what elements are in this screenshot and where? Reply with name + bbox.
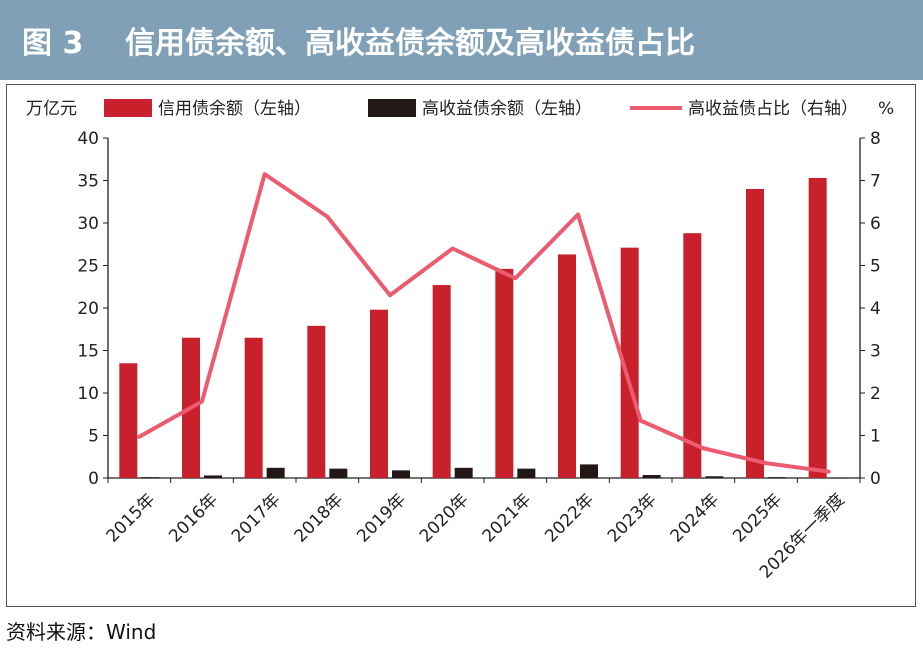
high-yield-share-point	[200, 400, 204, 403]
x-axis-category-label: 2015年	[103, 490, 160, 547]
credit-bond-bar	[683, 233, 702, 478]
credit-bond-bar	[307, 325, 326, 478]
left-axis-tick-label: 30	[77, 214, 99, 234]
high-yield-share-point	[639, 419, 643, 423]
right-axis-tick-label: 3	[870, 342, 881, 362]
x-axis-category-label: 2024年	[667, 490, 724, 547]
credit-bond-bar	[558, 254, 576, 478]
right-axis-tick-label: 2	[870, 384, 881, 404]
high-yield-bar	[141, 477, 160, 479]
high-yield-share-point	[263, 172, 267, 176]
high-yield-bar	[830, 477, 849, 479]
high-yield-share-line	[137, 172, 831, 474]
x-axis-category-label: 2019年	[353, 490, 410, 547]
high-yield-share-point	[451, 247, 455, 250]
x-axis-category-label: 2025年	[729, 490, 786, 547]
right-axis-tick-label: 6	[870, 214, 881, 234]
right-axis-unit: %	[878, 99, 894, 119]
high-yield-bar	[642, 475, 661, 478]
x-axis-category-label: 2018年	[291, 490, 348, 547]
credit-bond-bar	[808, 177, 827, 478]
figure-title: 信用债余额、高收益债余额及高收益债占比	[125, 26, 695, 61]
high-yield-bar	[392, 470, 410, 478]
high-yield-bar	[705, 476, 724, 478]
x-axis-category-label: 2016年	[165, 490, 222, 547]
credit-bond-bar	[244, 337, 263, 478]
left-axis-tick-label: 0	[88, 469, 99, 489]
x-axis-category-label: 2023年	[604, 490, 661, 547]
high-yield-share-point	[701, 446, 705, 450]
credit-bond-bar	[432, 285, 451, 478]
high-yield-share-point	[576, 213, 580, 216]
credit-bond-bar	[746, 189, 764, 478]
left-axis-tick-label: 15	[77, 342, 99, 362]
x-axis-category-label: 2021年	[479, 490, 536, 547]
high-yield-bar	[580, 464, 598, 478]
x-axis-category-label: 2017年	[228, 490, 285, 547]
legend-label-high-yield: 高收益债余额（左轴）	[422, 99, 592, 119]
x-axis-category-label: 2022年	[541, 490, 598, 547]
high-yield-bar	[768, 477, 786, 479]
high-yield-bar	[329, 468, 348, 478]
credit-bond-bar	[119, 363, 138, 478]
credit-bond-bar	[370, 309, 388, 478]
legend-label-share: 高收益债占比（右轴）	[688, 99, 858, 119]
credit-bond-bar	[495, 268, 514, 478]
right-axis-tick-label: 4	[870, 299, 881, 319]
figure-label: 图 3	[22, 26, 84, 61]
legend-swatch-credit	[104, 99, 152, 117]
right-axis-tick-label: 8	[870, 129, 881, 149]
left-axis-tick-label: 20	[77, 299, 99, 319]
credit-bond-bar	[620, 247, 639, 478]
high-yield-share-point	[513, 276, 517, 280]
source-note: 资料来源：Wind	[6, 620, 157, 644]
high-yield-share-point	[137, 435, 141, 439]
x-axis-category-label: 2020年	[416, 490, 473, 547]
high-yield-share-point	[325, 215, 329, 219]
high-yield-bar	[204, 475, 222, 478]
high-yield-bar	[454, 467, 473, 478]
legend-swatch-high-yield	[368, 99, 416, 117]
figure-header: 图 3 信用债余额、高收益债余额及高收益债占比	[0, 0, 923, 80]
high-yield-share-point	[764, 461, 768, 465]
left-axis-unit: 万亿元	[26, 99, 77, 119]
left-axis-tick-label: 10	[77, 384, 99, 404]
right-axis-tick-label: 7	[870, 172, 881, 192]
chart-panel	[6, 84, 916, 607]
legend-label-credit: 信用债余额（左轴）	[158, 99, 311, 119]
right-axis-tick-label: 1	[870, 427, 881, 447]
left-axis-tick-label: 25	[77, 257, 99, 277]
left-axis-tick-label: 40	[77, 129, 99, 149]
high-yield-share-point	[827, 470, 831, 474]
high-yield-bar	[266, 467, 285, 478]
left-axis-tick-label: 35	[77, 172, 99, 192]
right-axis-tick-label: 0	[870, 469, 881, 489]
high-yield-bar	[517, 468, 536, 478]
right-axis-tick-label: 5	[870, 257, 881, 277]
high-yield-share-point	[388, 293, 392, 297]
left-axis-tick-label: 5	[88, 427, 99, 447]
